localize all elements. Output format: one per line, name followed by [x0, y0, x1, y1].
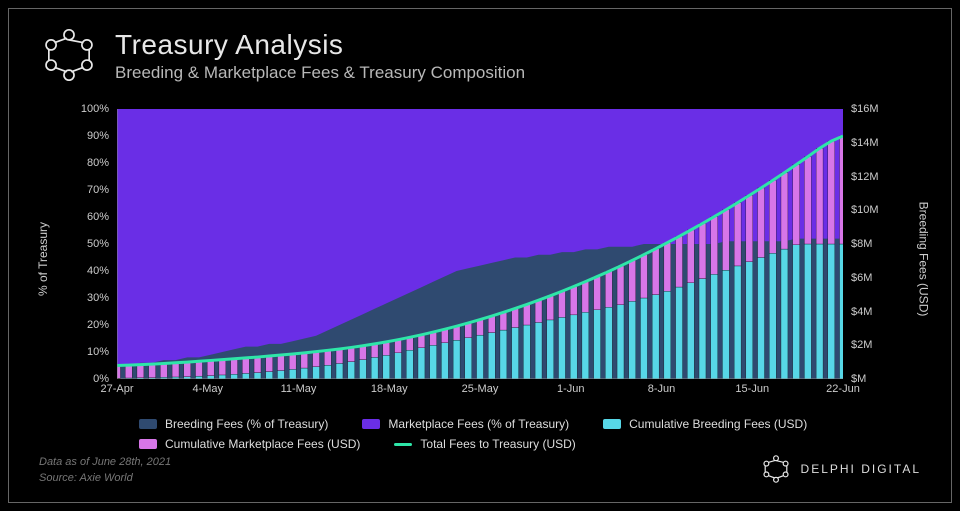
- legend-item: Marketplace Fees (% of Treasury): [362, 417, 569, 431]
- y-axis-right-label: Breeding Fees (USD): [911, 109, 935, 409]
- chart: 0%10%20%30%40%50%60%70%80%90%100% $M$2M$…: [69, 109, 891, 409]
- x-axis-ticks: 27-Apr4-May11-May18-May25-May1-Jun8-Jun1…: [117, 383, 843, 399]
- legend-item: Total Fees to Treasury (USD): [394, 437, 575, 451]
- y-axis-right-ticks: $M$2M$4M$6M$8M$10M$12M$14M$16M: [847, 109, 891, 379]
- footer-asof: Data as of June 28th, 2021: [39, 455, 171, 470]
- footer-source: Source: Axie World: [39, 471, 171, 486]
- legend-item: Breeding Fees (% of Treasury): [139, 417, 328, 431]
- page-subtitle: Breeding & Marketplace Fees & Treasury C…: [115, 63, 525, 83]
- page-title: Treasury Analysis: [115, 29, 525, 61]
- footer-brand: DELPHI DIGITAL: [761, 454, 921, 484]
- legend: Breeding Fees (% of Treasury) Marketplace…: [139, 417, 871, 451]
- plot-area: [117, 109, 843, 379]
- legend-item: Cumulative Marketplace Fees (USD): [139, 437, 360, 451]
- brand-name: DELPHI DIGITAL: [801, 462, 921, 476]
- footer: Data as of June 28th, 2021 Source: Axie …: [39, 455, 171, 486]
- delphi-logo-icon: [41, 27, 97, 88]
- y-axis-left-ticks: 0%10%20%30%40%50%60%70%80%90%100%: [69, 109, 113, 379]
- legend-item: Cumulative Breeding Fees (USD): [603, 417, 807, 431]
- y-axis-left-label: % of Treasury: [33, 109, 53, 409]
- header: Treasury Analysis Breeding & Marketplace…: [41, 27, 525, 88]
- delphi-logo-icon: [761, 454, 791, 484]
- frame: Treasury Analysis Breeding & Marketplace…: [8, 8, 952, 503]
